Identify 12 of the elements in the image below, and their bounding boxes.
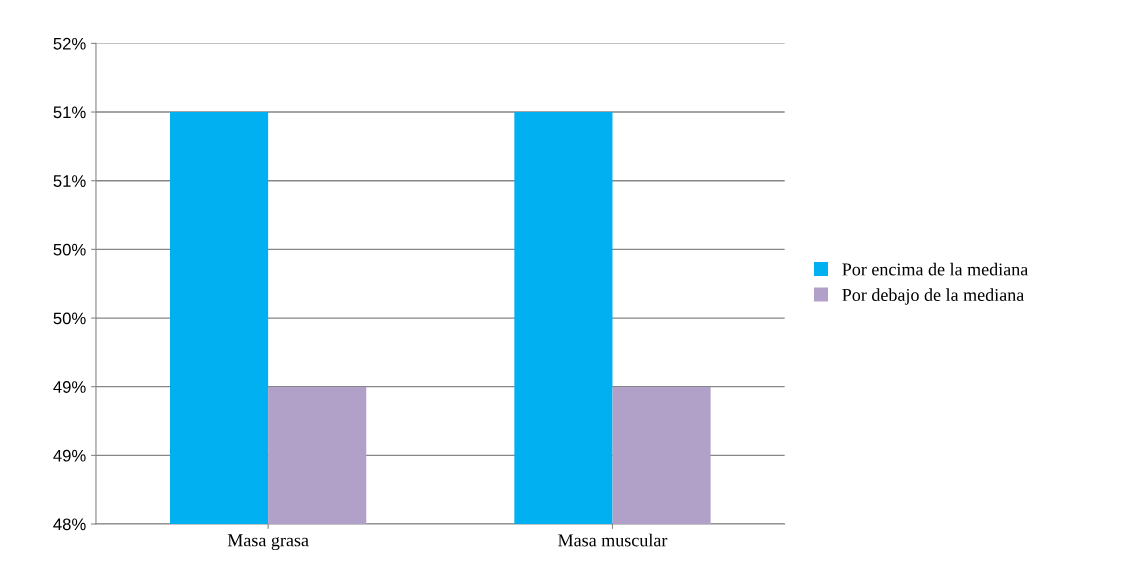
y-tick-label: 50% <box>53 243 86 256</box>
y-tick-label: 48% <box>53 518 86 531</box>
y-tick-label: 52% <box>53 37 86 50</box>
y-tick-label: 51% <box>53 106 86 119</box>
legend-label: Por encima de la mediana <box>842 262 1029 276</box>
legend-label: Por debajo de la mediana <box>842 288 1025 305</box>
y-tick-label: 50% <box>53 312 86 325</box>
x-tick-label: Masa muscular <box>558 533 668 547</box>
y-tick-label: 51% <box>53 175 86 187</box>
y-tick-label: 49% <box>53 449 86 462</box>
y-tick-label: 49% <box>53 381 86 393</box>
x-tick-label: Masa grasa <box>227 534 309 551</box>
